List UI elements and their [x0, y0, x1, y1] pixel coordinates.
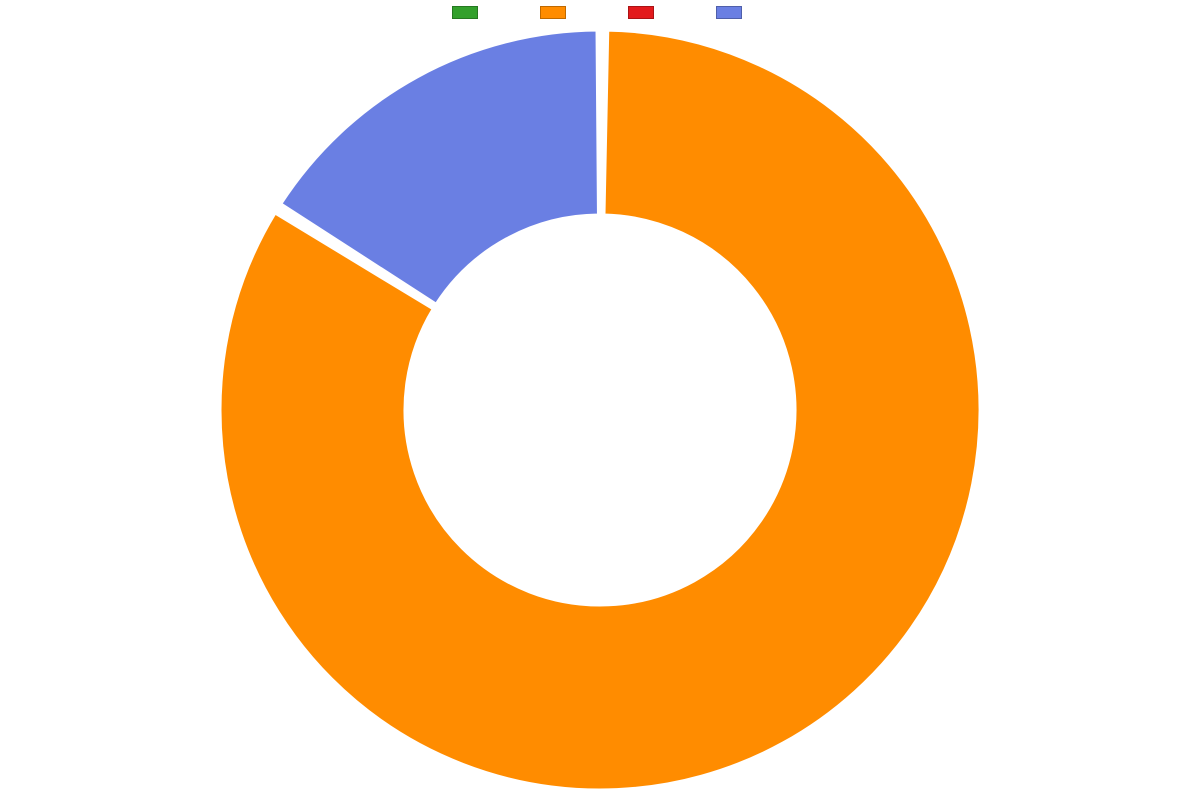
donut-chart	[0, 0, 1200, 800]
chart-stage	[0, 0, 1200, 800]
donut-slice-0	[601, 30, 603, 215]
donut-svg	[0, 0, 1200, 800]
